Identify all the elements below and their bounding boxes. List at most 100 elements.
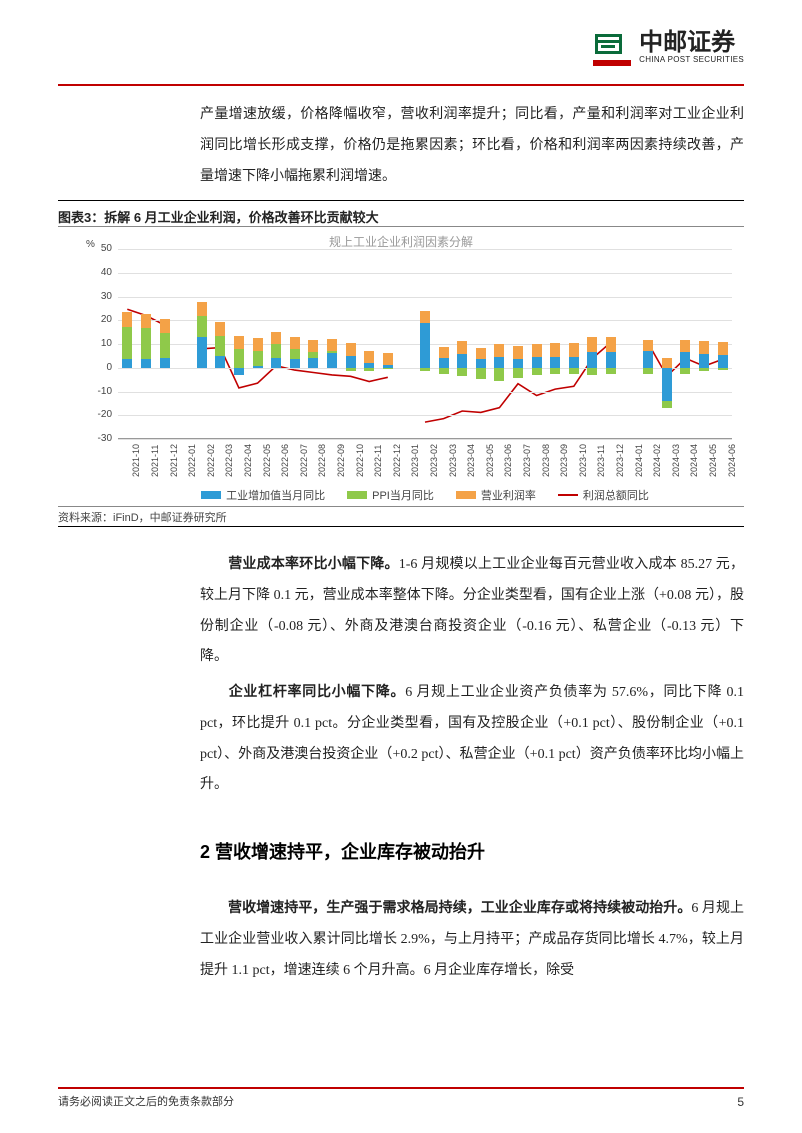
bar-segment — [141, 359, 151, 368]
section-number: 2 — [200, 842, 210, 862]
leverage-body: 6 月规上工业企业资产负债率为 57.6%，同比下降 0.1 pct，环比提升 … — [200, 685, 744, 792]
x-tick-label: 2024-01 — [634, 444, 644, 477]
bar-segment — [457, 354, 467, 367]
bar-segment — [383, 353, 393, 365]
x-tick-label: 2024-02 — [652, 444, 662, 477]
bar-segment — [327, 353, 337, 368]
chart-source: 资料来源：iFinD，中邮证券研究所 — [58, 509, 227, 525]
bar-segment — [122, 359, 132, 367]
bar-segment — [122, 312, 132, 327]
bar-segment — [346, 356, 356, 368]
legend-iva: 工业增加值当月同比 — [201, 487, 325, 503]
bar-segment — [662, 358, 672, 368]
bar-segment — [420, 311, 430, 323]
bar-segment — [141, 314, 151, 328]
brand-subtitle: CHINA POST SECURITIES — [639, 55, 744, 64]
bar-segment — [160, 319, 170, 333]
bar-segment — [662, 401, 672, 408]
bar-segment — [680, 352, 690, 368]
x-tick-label: 2022-05 — [262, 444, 272, 477]
bar-segment — [215, 336, 225, 356]
bar-segment — [346, 368, 356, 371]
bar-segment — [271, 332, 281, 344]
chart-subtitle: 规上工业企业利润因素分解 — [58, 233, 744, 250]
bar-segment — [215, 322, 225, 336]
x-tick-label: 2023-05 — [485, 444, 495, 477]
bar-segment — [290, 337, 300, 349]
y-tick-label: 10 — [86, 338, 112, 349]
x-tick-label: 2021-11 — [150, 445, 160, 477]
bar-segment — [439, 347, 449, 359]
bar-segment — [457, 368, 467, 377]
brand-name: 中邮证券 — [639, 31, 744, 55]
china-post-logo-icon — [591, 28, 633, 66]
bar-segment — [234, 336, 244, 349]
bar-segment — [532, 368, 542, 375]
x-tick-label: 2023-01 — [410, 444, 420, 477]
section-heading: 2 营收增速持平，企业库存被动抬升 — [200, 838, 485, 864]
brand-header: 中邮证券 CHINA POST SECURITIES — [591, 28, 744, 66]
footer-disclaimer: 请务必阅读正文之后的免责条款部分 — [58, 1093, 234, 1109]
legend-line: 利润总额同比 — [558, 487, 649, 503]
bar-segment — [680, 368, 690, 374]
x-tick-label: 2024-05 — [708, 444, 718, 477]
bar-segment — [643, 340, 653, 351]
bar-segment — [439, 368, 449, 374]
bar-segment — [606, 337, 616, 351]
bar-segment — [197, 302, 207, 316]
y-tick-label: -10 — [86, 386, 112, 397]
bar-segment — [271, 344, 281, 358]
y-tick-label: 40 — [86, 267, 112, 278]
chart-top-rule — [58, 200, 744, 201]
chart-area: 规上工业企业利润因素分解 % 2021-102021-112021-122022… — [58, 227, 744, 507]
x-tick-label: 2023-06 — [503, 444, 513, 477]
bar-segment — [494, 344, 504, 357]
bar-segment — [643, 368, 653, 374]
x-tick-label: 2022-10 — [355, 444, 365, 477]
bar-segment — [532, 357, 542, 368]
bar-segment — [197, 337, 207, 367]
bar-segment — [253, 338, 263, 351]
bar-segment — [569, 357, 579, 368]
bar-segment — [271, 358, 281, 367]
bar-segment — [718, 342, 728, 355]
bar-segment — [364, 351, 374, 363]
footer-rule — [58, 1087, 744, 1089]
x-tick-label: 2023-04 — [466, 444, 476, 477]
bar-segment — [308, 358, 318, 368]
bar-segment — [513, 346, 523, 359]
bar-segment — [327, 339, 337, 351]
bar-segment — [476, 348, 486, 360]
bar-segment — [439, 358, 449, 367]
y-tick-label: 20 — [86, 314, 112, 325]
chart-caption: 图表3：拆解 6 月工业企业利润，价格改善环比贡献较大 — [58, 207, 379, 226]
chart-bottom-rule — [58, 506, 744, 507]
bar-segment — [680, 340, 690, 352]
bar-segment — [346, 343, 356, 356]
bar-segment — [532, 344, 542, 357]
bar-segment — [550, 343, 560, 357]
bar-segment — [569, 343, 579, 357]
bar-segment — [718, 355, 728, 368]
x-tick-label: 2022-08 — [317, 444, 327, 477]
bar-segment — [420, 323, 430, 368]
y-tick-label: 30 — [86, 291, 112, 302]
x-tick-label: 2023-09 — [559, 444, 569, 477]
leverage-lead: 企业杠杆率同比小幅下降。 — [228, 685, 405, 700]
bar-segment — [513, 359, 523, 368]
x-tick-label: 2022-01 — [187, 444, 197, 477]
bar-segment — [587, 337, 597, 352]
chart-bottom-rule-2 — [58, 526, 744, 527]
header-rule — [58, 84, 744, 86]
chart-plot — [118, 249, 732, 439]
bar-segment — [643, 351, 653, 368]
x-tick-label: 2023-03 — [448, 444, 458, 477]
bar-segment — [699, 341, 709, 354]
bar-segment — [476, 368, 486, 379]
x-tick-label: 2022-04 — [243, 444, 253, 477]
bar-segment — [587, 368, 597, 375]
bar-segment — [290, 359, 300, 368]
legend-ppi: PPI当月同比 — [347, 487, 434, 503]
bar-segment — [494, 357, 504, 367]
bar-segment — [253, 366, 263, 368]
